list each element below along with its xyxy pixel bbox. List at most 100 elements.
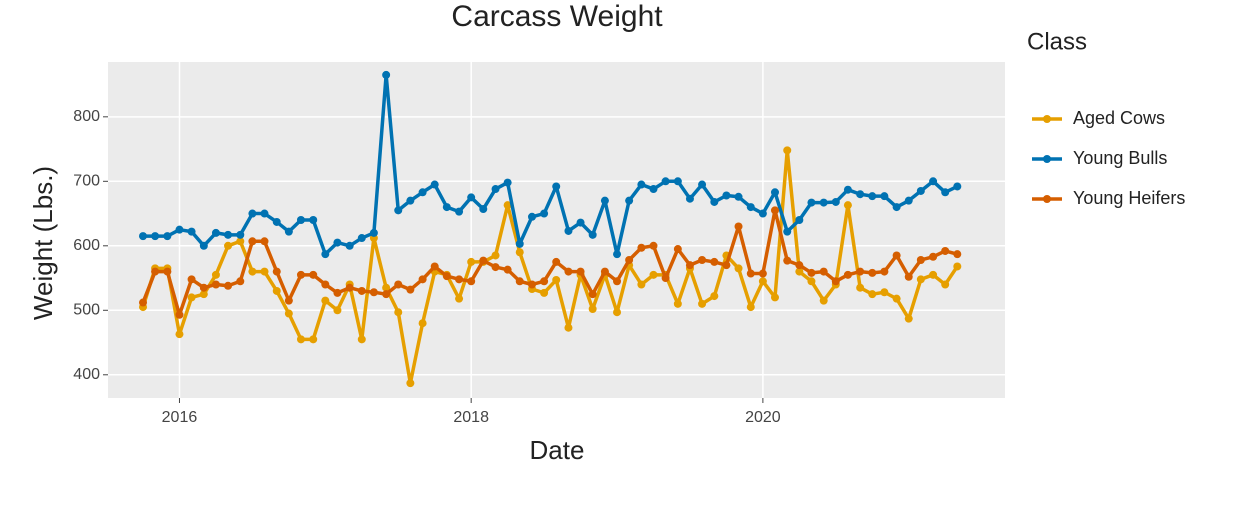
data-point [819, 198, 828, 207]
data-point [722, 191, 731, 200]
data-point [856, 190, 865, 199]
data-point [661, 177, 670, 186]
data-point [515, 248, 524, 257]
data-point [296, 335, 305, 344]
data-point [382, 290, 391, 299]
data-point [309, 335, 318, 344]
data-point [661, 274, 670, 283]
plot-background [108, 62, 1005, 398]
data-point [783, 256, 792, 265]
data-point [284, 309, 293, 318]
data-point [296, 216, 305, 225]
data-point [552, 182, 561, 191]
legend-label: Young Heifers [1073, 188, 1185, 208]
data-point [406, 379, 415, 388]
data-point [430, 180, 439, 189]
data-point [916, 255, 925, 264]
data-point [163, 232, 172, 241]
data-point [309, 270, 318, 279]
data-point [248, 267, 257, 276]
data-point [868, 192, 877, 201]
data-point [880, 192, 889, 201]
data-point [418, 188, 427, 197]
data-point [953, 182, 962, 191]
data-point [260, 209, 269, 218]
data-point [224, 230, 233, 239]
data-point [807, 268, 816, 277]
data-point [260, 237, 269, 246]
data-point [139, 232, 148, 241]
data-point [795, 267, 804, 276]
data-point [321, 296, 330, 305]
data-point [175, 225, 184, 234]
data-point [843, 270, 852, 279]
y-tick-label: 500 [73, 302, 100, 319]
data-point [187, 275, 196, 284]
data-point [406, 196, 415, 205]
data-point [260, 267, 269, 276]
data-point [807, 277, 816, 286]
data-point [491, 263, 500, 272]
data-point [892, 251, 901, 260]
data-point [685, 261, 694, 270]
data-point [394, 206, 403, 215]
data-point [710, 292, 719, 301]
data-point [795, 216, 804, 225]
data-point [527, 212, 536, 221]
data-point [309, 216, 318, 225]
data-point [929, 252, 938, 261]
data-point [224, 241, 233, 250]
data-point [892, 294, 901, 303]
data-point [333, 238, 342, 247]
data-point [710, 197, 719, 206]
data-point [698, 180, 707, 189]
data-point [734, 192, 743, 201]
data-point [479, 205, 488, 214]
data-point [807, 198, 816, 207]
data-point [491, 185, 500, 194]
data-point [394, 308, 403, 317]
data-point [916, 186, 925, 195]
data-point [880, 288, 889, 297]
data-point [698, 255, 707, 264]
data-point [904, 272, 913, 281]
data-point [467, 193, 476, 202]
data-point [758, 277, 767, 286]
data-point [515, 277, 524, 286]
data-point [139, 298, 148, 307]
chart-title: Carcass Weight [451, 0, 663, 33]
data-point [430, 262, 439, 271]
data-point [467, 277, 476, 286]
data-point [746, 303, 755, 312]
data-point [272, 286, 281, 295]
legend-label: Aged Cows [1073, 108, 1165, 128]
data-point [272, 217, 281, 226]
data-point [856, 267, 865, 276]
data-point [467, 257, 476, 266]
data-point [783, 227, 792, 236]
data-point [868, 268, 877, 277]
data-point [272, 267, 281, 276]
data-point [613, 250, 622, 259]
data-point [175, 330, 184, 339]
data-point [843, 185, 852, 194]
data-point [345, 241, 354, 250]
data-point [710, 257, 719, 266]
data-point [175, 310, 184, 319]
data-point [248, 209, 257, 218]
data-point [637, 180, 646, 189]
data-point [333, 306, 342, 315]
data-point [953, 262, 962, 271]
data-point [491, 251, 500, 260]
data-point [357, 335, 366, 344]
y-tick-label: 700 [73, 173, 100, 190]
data-point [503, 178, 512, 187]
y-tick-label: 400 [73, 366, 100, 383]
data-point [236, 277, 245, 286]
data-point [904, 314, 913, 323]
y-axis-title: Weight (Lbs.) [28, 166, 58, 320]
data-point [673, 177, 682, 186]
data-point [296, 270, 305, 279]
data-point [856, 283, 865, 292]
data-point [357, 234, 366, 243]
